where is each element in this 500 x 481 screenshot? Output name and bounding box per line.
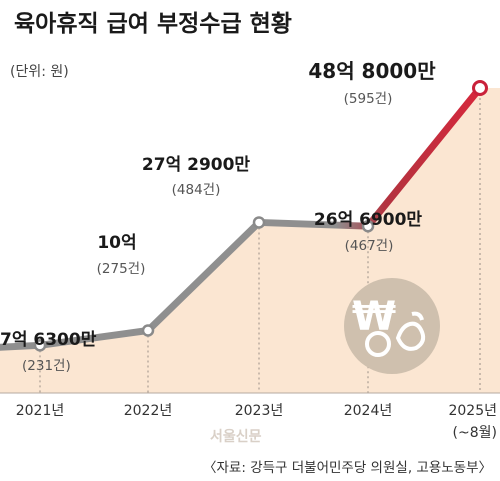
data-point (33, 339, 47, 352)
data-point (252, 216, 266, 229)
count-label: (484건) (172, 182, 221, 198)
count-label: (595건) (344, 91, 393, 107)
count-label: (275건) (97, 261, 146, 277)
x-tick-label: 2024년 (344, 403, 393, 419)
x-tick-label: 2022년 (124, 403, 173, 419)
data-point (141, 324, 155, 337)
series-line (0, 84, 484, 351)
x-tick-label: 2021년 (16, 403, 65, 419)
count-label: (231건) (22, 358, 71, 374)
count-label: (467건) (345, 238, 394, 254)
value-label: 26억 6900만 (314, 210, 423, 230)
value-label: 48억 8000만 (308, 59, 436, 83)
newspaper-logo: 서울신문 (210, 428, 262, 445)
unit-label: (단위: 원) (10, 64, 69, 80)
x-tick-label: 2025년 (448, 403, 497, 419)
won-icon: ₩ (344, 278, 440, 374)
value-label: 27억 2900만 (142, 155, 251, 175)
source-note: 〈자료: 강득구 더불어민주당 의원실, 고용노동부〉 (203, 460, 492, 476)
chart-title: 육아휴직 급여 부정수급 현황 (14, 11, 292, 37)
data-point (472, 80, 488, 96)
value-label: 10억 (97, 233, 136, 253)
value-label: 7억 6300만 (0, 330, 97, 350)
data-point (361, 219, 375, 233)
x-tick-label: 2023년 (235, 403, 284, 419)
guide-lines (0, 88, 500, 394)
x-tick-note: (~8월) (453, 425, 497, 441)
